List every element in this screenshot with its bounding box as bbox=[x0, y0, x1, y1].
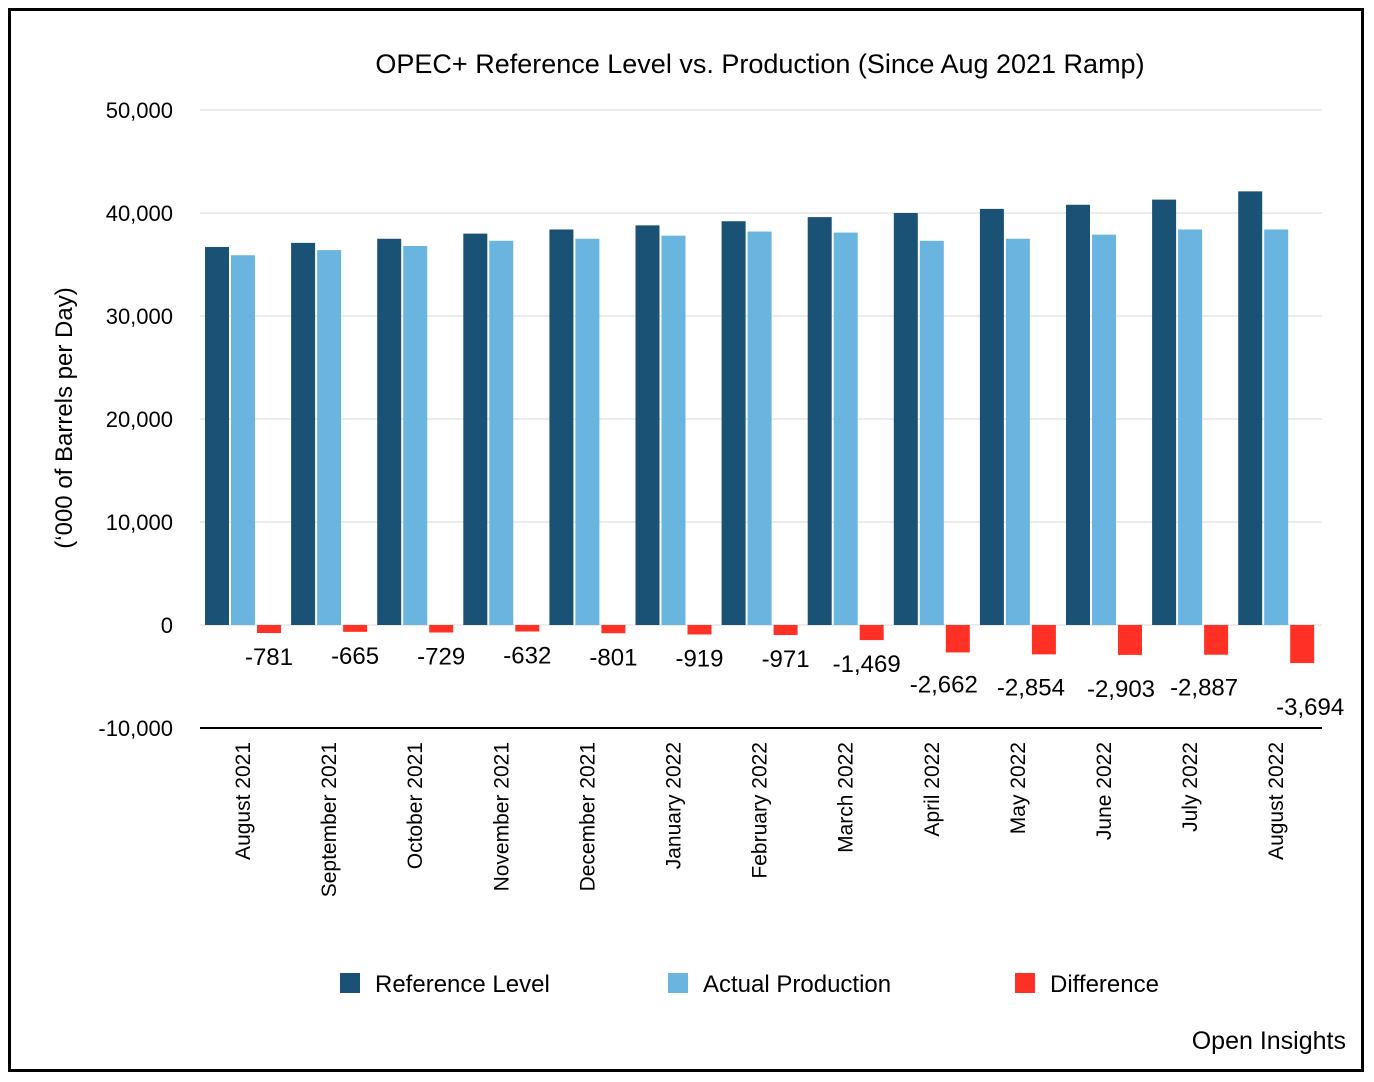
data-label-difference-march-2022: -1,469 bbox=[833, 651, 901, 678]
data-label-difference-december-2021: -801 bbox=[589, 644, 637, 671]
y-tick-label: 40,000 bbox=[106, 201, 173, 226]
y-tick-label: -10,000 bbox=[98, 716, 173, 741]
bar-difference-april-2022 bbox=[945, 625, 970, 653]
bar-actual-production-february-2022 bbox=[747, 231, 772, 626]
bar-difference-december-2021 bbox=[601, 625, 626, 634]
data-label-difference-may-2022: -2,854 bbox=[997, 674, 1065, 701]
bar-difference-january-2022 bbox=[687, 625, 712, 635]
y-tick-label: 30,000 bbox=[106, 304, 173, 329]
x-tick-label: August 2021 bbox=[232, 742, 255, 860]
bar-difference-july-2022 bbox=[1204, 625, 1229, 655]
legend-swatch-difference bbox=[1015, 973, 1035, 993]
legend-label-actual-production: Actual Production bbox=[703, 971, 891, 998]
bar-difference-november-2021 bbox=[515, 625, 540, 632]
bar-reference-level-september-2021 bbox=[291, 242, 316, 625]
x-tick-label: May 2022 bbox=[1007, 742, 1030, 834]
x-tick-label: June 2022 bbox=[1093, 742, 1116, 840]
bar-actual-production-june-2022 bbox=[1092, 234, 1116, 625]
bar-actual-production-january-2022 bbox=[661, 235, 686, 625]
footer-credit: Open Insights bbox=[1192, 1027, 1346, 1055]
bar-actual-production-october-2021 bbox=[403, 245, 428, 625]
bar-reference-level-march-2022 bbox=[807, 217, 832, 625]
x-tick-label: February 2022 bbox=[749, 742, 772, 879]
bar-difference-june-2022 bbox=[1118, 625, 1142, 655]
data-label-difference-april-2022: -2,662 bbox=[910, 671, 978, 698]
x-tick-label: July 2022 bbox=[1179, 742, 1202, 832]
data-label-difference-june-2022: -2,903 bbox=[1087, 676, 1155, 703]
bar-actual-production-september-2021 bbox=[317, 250, 342, 625]
bar-reference-level-july-2022 bbox=[1152, 199, 1177, 626]
data-labels: -781 -665 -729 -632 -801 -919 -971 -1,469 -2,662… bbox=[245, 643, 1344, 722]
y-tick-label: 20,000 bbox=[106, 407, 173, 432]
bar-reference-level-january-2022 bbox=[635, 225, 660, 626]
x-tick-label: April 2022 bbox=[921, 742, 944, 837]
bar-actual-production-november-2021 bbox=[489, 240, 514, 625]
bar-reference-level-august-2021 bbox=[205, 246, 229, 626]
bar-actual-production-march-2022 bbox=[833, 232, 858, 625]
x-tick-label: November 2021 bbox=[490, 742, 513, 891]
bar-reference-level-october-2021 bbox=[377, 238, 402, 625]
legend-swatch-actual-production bbox=[668, 973, 688, 993]
bar-series bbox=[205, 191, 1315, 664]
data-label-difference-november-2021: -632 bbox=[503, 643, 551, 670]
bar-difference-august-2021 bbox=[257, 625, 281, 634]
bar-difference-september-2021 bbox=[343, 625, 368, 632]
legend-label-reference-level: Reference Level bbox=[375, 971, 550, 998]
bar-difference-may-2022 bbox=[1031, 625, 1056, 655]
y-tick-label: 0 bbox=[161, 613, 173, 638]
bar-difference-august-2022 bbox=[1290, 625, 1315, 664]
bar-reference-level-april-2022 bbox=[893, 213, 918, 625]
chart-title: OPEC+ Reference Level vs. Production (Si… bbox=[375, 49, 1144, 79]
x-tick-label: December 2021 bbox=[576, 742, 599, 891]
x-tick-label: January 2022 bbox=[663, 742, 686, 869]
legend-label-difference: Difference bbox=[1050, 971, 1159, 998]
x-tick-label: August 2022 bbox=[1265, 742, 1288, 860]
bar-reference-level-february-2022 bbox=[721, 221, 746, 626]
y-axis-label: (‘000 of Barrels per Day) bbox=[51, 287, 78, 548]
bar-actual-production-april-2022 bbox=[919, 240, 944, 625]
data-label-difference-july-2022: -2,887 bbox=[1170, 675, 1238, 702]
legend-swatch-reference-level bbox=[340, 973, 360, 993]
bar-actual-production-august-2022 bbox=[1264, 229, 1289, 626]
bar-difference-february-2022 bbox=[773, 625, 798, 636]
bar-reference-level-may-2022 bbox=[979, 208, 1004, 625]
x-tick-label: March 2022 bbox=[835, 742, 858, 853]
bar-difference-march-2022 bbox=[859, 625, 884, 641]
legend: Reference Level Actual Production Differen… bbox=[340, 971, 1159, 998]
bar-reference-level-june-2022 bbox=[1066, 204, 1090, 625]
x-axis: August 2021 September 2021 October 2021 Nov… bbox=[200, 727, 1322, 897]
bar-actual-production-july-2022 bbox=[1178, 229, 1203, 626]
y-axis-ticks: 50,000 40,000 30,000 20,000 10,000 0 -10,000 bbox=[98, 98, 173, 741]
data-label-difference-january-2022: -919 bbox=[675, 645, 723, 672]
data-label-difference-august-2022: -3,694 bbox=[1276, 694, 1344, 721]
data-label-difference-august-2021: -781 bbox=[245, 644, 293, 671]
x-tick-label: October 2021 bbox=[404, 742, 427, 869]
bar-actual-production-december-2021 bbox=[575, 238, 600, 625]
data-label-difference-february-2022: -971 bbox=[762, 646, 810, 673]
bar-reference-level-november-2021 bbox=[463, 233, 488, 625]
y-tick-label: 50,000 bbox=[106, 98, 173, 123]
x-tick-label: September 2021 bbox=[318, 742, 341, 897]
bar-reference-level-august-2022 bbox=[1238, 191, 1263, 625]
bar-actual-production-may-2022 bbox=[1005, 238, 1030, 625]
data-label-difference-september-2021: -665 bbox=[331, 643, 379, 670]
bar-reference-level-december-2021 bbox=[549, 229, 574, 626]
bar-actual-production-august-2021 bbox=[231, 255, 255, 626]
y-tick-label: 10,000 bbox=[106, 510, 173, 535]
data-label-difference-october-2021: -729 bbox=[417, 644, 465, 671]
bar-difference-october-2021 bbox=[429, 625, 454, 633]
